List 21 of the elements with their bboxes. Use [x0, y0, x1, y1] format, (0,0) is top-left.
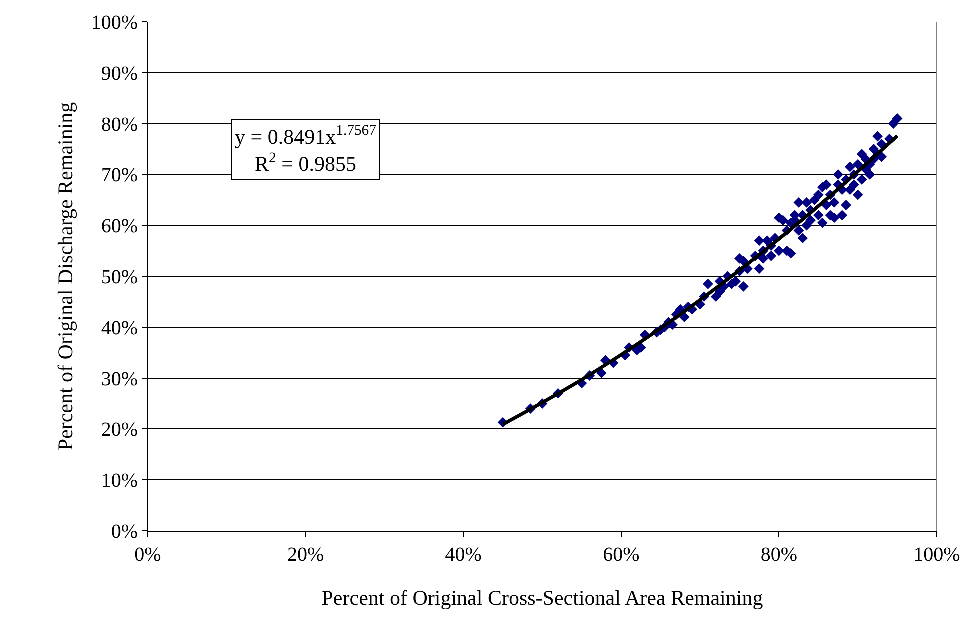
y-tick-label: 100%	[91, 12, 138, 34]
x-tick-label: 20%	[287, 544, 324, 566]
x-tick-label: 60%	[603, 544, 640, 566]
y-axis-title: Percent of Original Discharge Remaining	[53, 102, 78, 451]
x-tick-label: 40%	[445, 544, 482, 566]
x-axis-title: Percent of Original Cross-Sectional Area Remaining	[322, 586, 764, 610]
y-tick-label: 70%	[101, 164, 138, 187]
y-tick-label: 60%	[101, 216, 138, 238]
y-tick-label: 40%	[101, 317, 138, 340]
x-tick-label: 0%	[134, 544, 162, 566]
x-tick-label: 100%	[914, 544, 960, 566]
y-tick-label: 30%	[101, 368, 138, 390]
y-tick-label: 0%	[111, 521, 138, 543]
y-tick-label: 10%	[101, 470, 138, 492]
annotation: y = 0.8491x$^{1.7567}$	[235, 123, 376, 149]
x-tick-label: 80%	[760, 544, 798, 566]
annotation: R$^{2}$ = 0.9855	[255, 150, 356, 176]
y-tick-label: 20%	[101, 419, 138, 442]
y-tick-label: 50%	[101, 266, 138, 288]
y-tick-label: 90%	[101, 62, 138, 85]
y-tick-label: 80%	[101, 114, 138, 136]
